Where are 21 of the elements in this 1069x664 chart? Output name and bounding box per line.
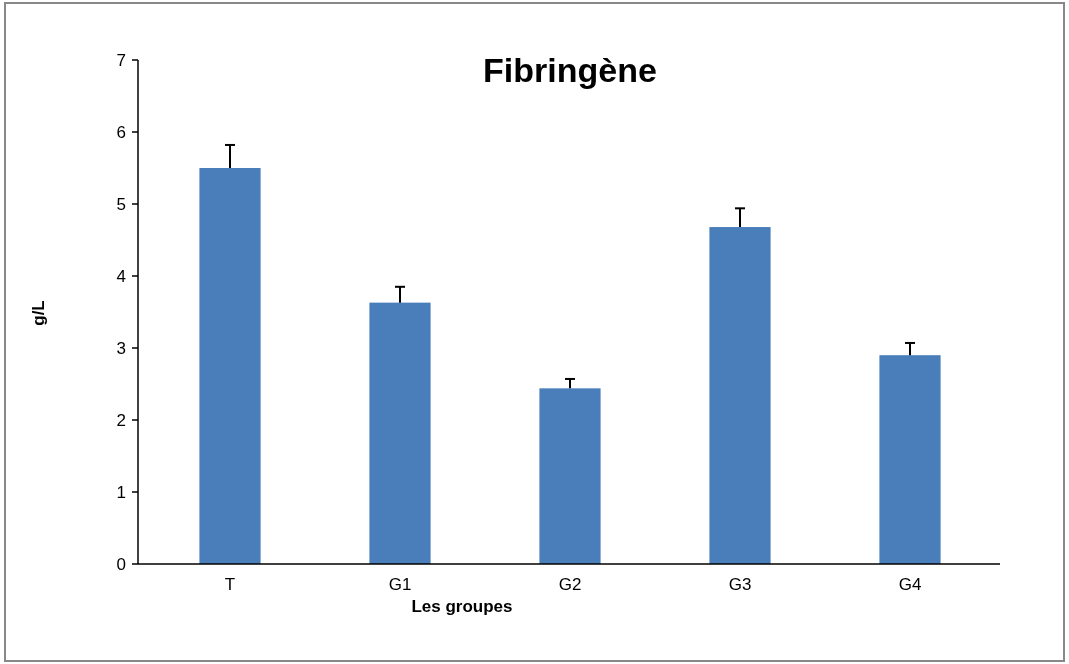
y-tick-label: 0: [116, 554, 126, 574]
x-axis-title: Les groupes: [411, 597, 513, 616]
y-axis-title: g/L: [29, 300, 48, 326]
bar: [199, 168, 261, 564]
y-tick-label: 4: [116, 266, 126, 286]
x-tick-label: G4: [898, 575, 922, 594]
x-tick-label: G2: [558, 575, 582, 594]
bar: [709, 227, 771, 564]
y-tick-label: 6: [116, 122, 126, 142]
bar: [369, 302, 431, 564]
x-tick-label: G1: [388, 575, 412, 594]
bar: [879, 355, 941, 564]
y-tick-label: 1: [116, 482, 126, 502]
y-tick-label: 7: [116, 50, 126, 70]
x-tick-label: T: [224, 575, 236, 594]
chart-title: Fibringène: [483, 51, 657, 89]
y-tick-label: 5: [116, 194, 126, 214]
x-tick-label: G3: [728, 575, 752, 594]
y-tick-label: 2: [116, 410, 126, 430]
y-tick-label: 3: [116, 338, 126, 358]
bar: [539, 388, 601, 564]
